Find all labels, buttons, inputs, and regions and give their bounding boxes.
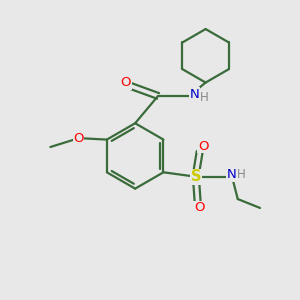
Text: O: O xyxy=(73,132,84,145)
Text: O: O xyxy=(194,202,204,214)
Text: H: H xyxy=(200,91,208,104)
Text: O: O xyxy=(120,76,131,89)
Text: H: H xyxy=(237,168,246,181)
Text: S: S xyxy=(191,169,201,184)
Text: O: O xyxy=(198,140,208,153)
Text: N: N xyxy=(190,88,199,101)
Text: N: N xyxy=(227,168,237,181)
